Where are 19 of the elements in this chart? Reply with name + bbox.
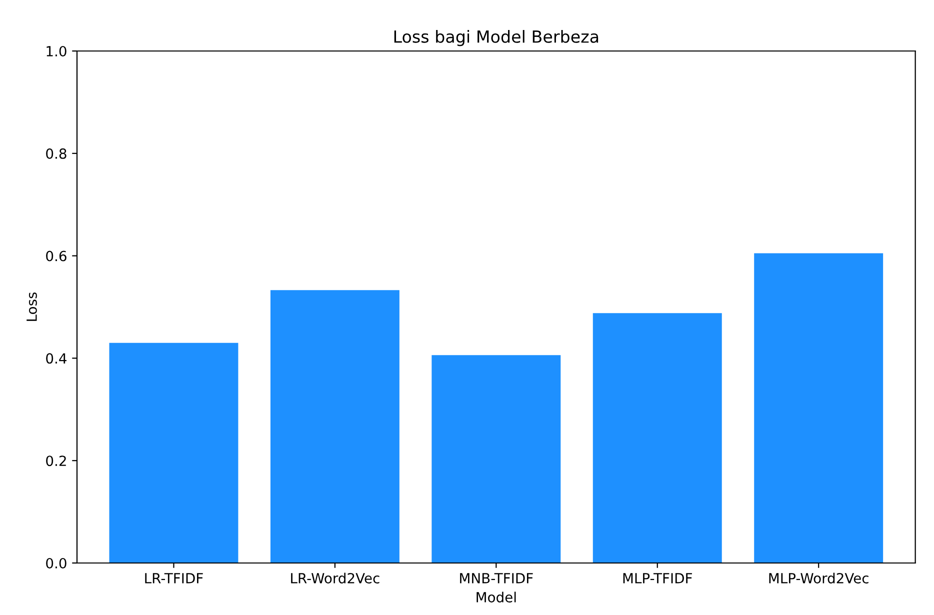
x-axis-title: Model: [476, 592, 516, 602]
bar: [109, 342, 238, 563]
y-tick-label: 0.8: [46, 148, 66, 159]
y-tick-label: 0.2: [46, 456, 66, 466]
x-tick-label: MNB-TFIDF: [460, 573, 533, 584]
y-tick-label: 1.0: [46, 46, 66, 56]
x-tick-label: LR-TFIDF: [145, 573, 203, 584]
bar: [432, 355, 561, 563]
bar: [592, 313, 722, 563]
bar: [754, 253, 884, 563]
y-tick-label: 0.6: [46, 250, 66, 262]
y-tick-label: 0.0: [46, 558, 66, 568]
chart-title: Loss bagi Model Berbeza: [394, 30, 598, 46]
x-tick-label: MLP-TFIDF: [623, 573, 692, 584]
x-tick-label: LR-Word2Vec: [291, 572, 380, 584]
x-tick-label: MLP-Word2Vec: [769, 572, 868, 584]
y-tick-label: 0.4: [46, 353, 66, 364]
y-axis-title: Loss: [26, 292, 37, 321]
bar: [270, 290, 400, 563]
